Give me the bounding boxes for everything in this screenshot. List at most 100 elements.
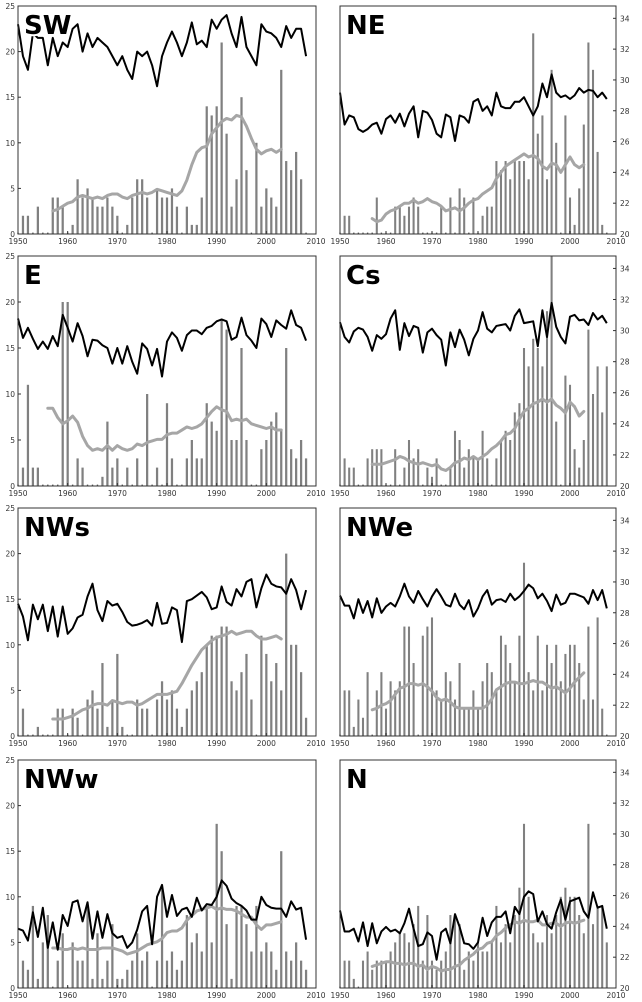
bar	[499, 942, 503, 988]
bar	[384, 960, 388, 988]
left-y-tick-label: 0	[10, 230, 15, 239]
zero-marker	[445, 484, 447, 486]
bar	[220, 42, 223, 235]
right-y-tick-label: 32	[620, 547, 630, 556]
bar	[596, 905, 599, 988]
x-tick-label: 1970	[422, 991, 441, 1000]
bar	[426, 467, 429, 486]
bar	[555, 142, 558, 234]
zero-marker	[371, 734, 373, 736]
bar	[550, 933, 553, 988]
smoothed-series-line	[370, 397, 586, 472]
bar	[210, 635, 213, 736]
bar	[116, 215, 119, 234]
zero-marker	[362, 484, 364, 486]
bar	[568, 644, 572, 736]
bar	[601, 905, 604, 988]
smoothed-series-line	[46, 405, 283, 452]
bar	[536, 635, 539, 736]
left-y-tick-label: 15	[5, 595, 15, 604]
x-tick-label: 1960	[58, 237, 77, 246]
bar	[532, 690, 535, 736]
x-tick-label: 2010	[306, 739, 325, 748]
bar	[136, 933, 139, 988]
zero-marker	[42, 734, 44, 736]
bar	[121, 978, 124, 988]
bar	[375, 960, 378, 988]
bar	[522, 348, 526, 486]
bar	[559, 896, 562, 988]
right-y-tick-label: 24	[620, 420, 630, 429]
left-y-tick-label: 20	[5, 298, 15, 307]
bar	[170, 188, 174, 234]
bar	[578, 663, 581, 736]
bar	[463, 467, 466, 486]
bar	[518, 635, 521, 736]
bar	[366, 458, 369, 486]
bar	[275, 969, 278, 988]
bar	[412, 197, 415, 234]
bar	[245, 924, 248, 988]
bar	[175, 708, 179, 736]
bar	[453, 430, 457, 486]
bar	[486, 663, 489, 736]
bar	[555, 644, 558, 736]
bar	[170, 690, 174, 736]
right-y-tick-label: 34	[620, 768, 630, 777]
bar	[472, 458, 475, 486]
bar	[518, 403, 521, 486]
bar	[403, 626, 406, 736]
bar	[407, 206, 411, 234]
x-tick-label: 1960	[376, 739, 395, 748]
bar	[235, 690, 238, 736]
bar	[398, 206, 401, 234]
bar	[126, 224, 129, 234]
bar	[21, 960, 25, 988]
bar	[343, 215, 346, 234]
bar	[126, 969, 129, 988]
bar	[504, 644, 507, 736]
zero-marker	[32, 734, 34, 736]
bar	[509, 179, 512, 234]
bar	[582, 124, 585, 234]
bar	[348, 467, 351, 486]
x-tick-label: 1950	[8, 489, 27, 498]
bar	[71, 942, 74, 988]
right-y-tick-label: 32	[620, 296, 630, 305]
bar	[285, 553, 288, 736]
bar	[215, 430, 218, 486]
x-tick-label: 1960	[58, 991, 77, 1000]
zero-marker	[131, 484, 133, 486]
annual-series-line	[339, 73, 608, 142]
right-y-tick-label: 22	[620, 701, 630, 710]
right-y-tick-label: 26	[620, 640, 630, 649]
right-y-tick-label: 22	[620, 451, 630, 460]
zero-marker	[417, 734, 419, 736]
bar	[476, 708, 480, 736]
right-y-tick-label: 28	[620, 861, 630, 870]
x-tick-label: 2000	[560, 739, 579, 748]
right-y-tick-label: 30	[620, 578, 630, 587]
bar	[403, 215, 406, 234]
x-tick-label: 1970	[422, 489, 441, 498]
bar	[160, 681, 164, 736]
bar	[522, 161, 526, 234]
x-tick-label: 1980	[468, 237, 487, 246]
zero-marker	[357, 986, 360, 988]
x-tick-label: 1960	[376, 991, 395, 1000]
bar	[111, 206, 114, 234]
bar	[81, 467, 84, 486]
zero-marker	[42, 484, 44, 486]
bar	[430, 960, 434, 988]
bar	[426, 915, 429, 988]
bar	[545, 311, 549, 486]
bar	[394, 206, 397, 234]
zero-marker	[362, 232, 364, 234]
x-tick-label: 1960	[376, 237, 395, 246]
right-y-tick-label: 34	[620, 516, 630, 525]
bar	[141, 179, 144, 234]
bar	[403, 933, 406, 988]
bar	[509, 440, 512, 486]
bar	[596, 366, 599, 486]
